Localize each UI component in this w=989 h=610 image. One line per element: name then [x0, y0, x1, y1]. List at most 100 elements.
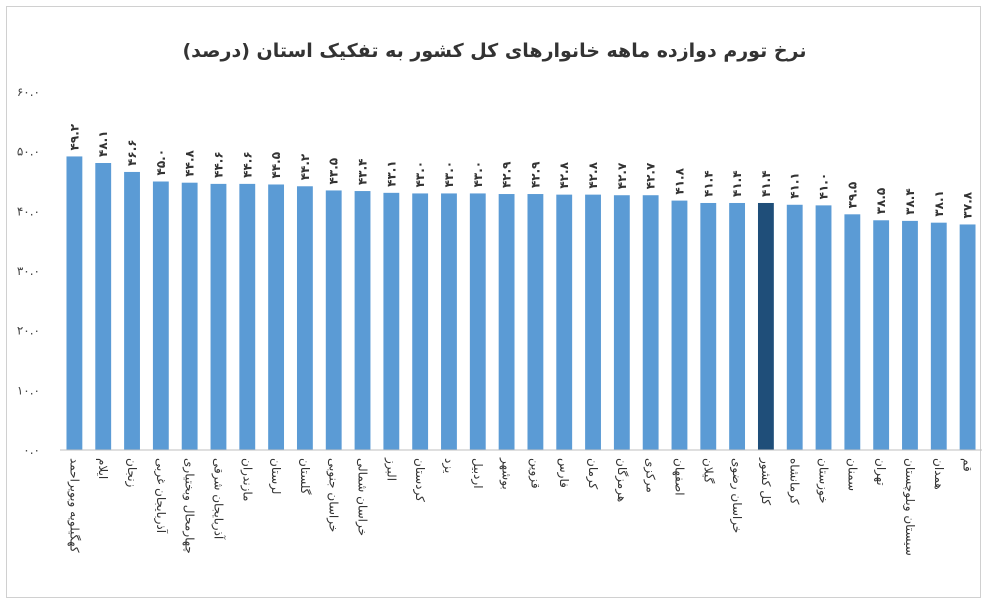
category-label: آذربایجان شرقی: [210, 458, 226, 540]
bar: [930, 222, 947, 450]
bar: [671, 200, 688, 450]
data-label: ۴۲.۹: [500, 161, 514, 188]
data-label: ۴۲.۸: [557, 161, 571, 188]
data-label: ۴۴.۶: [240, 151, 254, 178]
bar: [498, 194, 515, 450]
chart-title: نرخ تورم دوازده ماهه خانوارهای کل کشور ب…: [182, 40, 807, 62]
category-label: چهارمحال وبختیاری: [182, 458, 197, 554]
bar: [729, 202, 746, 450]
category-label: تهران: [873, 458, 888, 486]
y-tick-label: ۲۰.۰: [17, 324, 40, 338]
bar: [469, 193, 486, 450]
bar: [441, 193, 457, 450]
data-label: ۴۱.۰: [817, 173, 831, 200]
y-axis: ۰.۰ ۱۰.۰ ۲۰.۰ ۳۰.۰ ۴۰.۰ ۵۰.۰ ۶۰.۰: [17, 85, 40, 457]
data-label: ۳۸.۱: [932, 190, 946, 217]
category-label: کل کشور: [758, 457, 773, 505]
data-label: ۴۲.۷: [615, 162, 629, 189]
category-label: مازندران: [239, 458, 254, 501]
y-tick-label: ۱۰.۰: [17, 383, 40, 397]
data-label: ۴۹.۲: [67, 123, 81, 150]
y-tick-label: ۶۰.۰: [17, 85, 40, 99]
bar: [268, 184, 285, 450]
bar: [210, 183, 227, 451]
bar: [124, 171, 140, 450]
data-label: ۴۴.۸: [183, 149, 197, 176]
category-label: سمنان: [845, 458, 859, 491]
data-label: ۴۱.۴: [730, 170, 744, 197]
data-label: ۴۸.۱: [96, 130, 110, 157]
bar: [815, 205, 832, 450]
data-label: ۴۳.۰: [471, 161, 485, 188]
category-label: مرکزی: [643, 458, 658, 493]
data-label: ۳۷.۸: [961, 191, 975, 218]
bar: [844, 214, 861, 450]
data-label: ۴۲.۷: [644, 162, 658, 189]
bar: [181, 182, 198, 450]
y-tick-label: ۰.۰: [23, 443, 40, 457]
category-label: خوزستان: [816, 458, 831, 504]
bar: [239, 183, 256, 451]
bar: [66, 156, 83, 450]
data-labels: ۴۹.۲ ۴۸.۱ ۴۶.۶ ۴۵.۰ ۴۴.۸ ۴۴.۶ ۴۴.۶ ۴۴.۵ ۴۴.۲ ۴۳.۵…: [67, 123, 974, 218]
bar: [786, 204, 803, 450]
bar: [95, 163, 112, 450]
bar: [152, 181, 169, 450]
data-label: ۴۳.۴: [356, 159, 370, 186]
data-label: ۴۳.۵: [327, 158, 341, 185]
data-label: ۴۱.۴: [759, 170, 773, 197]
data-label: ۳۸.۵: [874, 188, 888, 215]
category-labels: کهگیلویه وبویراحمد ایلام زنجان آذربایجان غر…: [66, 457, 974, 556]
bar: [527, 194, 544, 450]
data-label: ۴۴.۶: [211, 151, 225, 178]
category-label: اصفهان: [672, 458, 686, 496]
category-label: زنجان: [124, 458, 139, 488]
data-label: ۴۵.۰: [154, 149, 168, 176]
y-tick-label: ۳۰.۰: [17, 264, 40, 278]
category-label: آذربایجان غربی: [153, 458, 169, 534]
category-label: گلستان: [298, 458, 312, 495]
category-label: خراسان رضوی: [729, 458, 744, 533]
bar: [585, 194, 601, 450]
category-label: سیستان وبلوچستان: [902, 458, 917, 556]
bar: [757, 202, 774, 450]
category-label: کردستان: [412, 458, 427, 502]
bar: [296, 186, 313, 451]
category-label: فارس: [556, 458, 571, 488]
data-label: ۳۹.۵: [845, 182, 859, 209]
bar: [700, 202, 717, 450]
data-label: ۴۳.۰: [442, 161, 456, 188]
bar: [873, 220, 890, 450]
category-label: ایلام: [96, 458, 110, 479]
bar: [613, 195, 630, 450]
bar: [325, 190, 342, 450]
category-label: کرمان: [585, 458, 600, 490]
data-label: ۴۲.۸: [586, 161, 600, 188]
data-label: ۴۳.۰: [413, 161, 427, 188]
category-label: خراسان شمالی: [355, 458, 370, 536]
data-label: ۴۴.۵: [269, 152, 283, 179]
category-label: لرستان: [268, 458, 283, 494]
y-tick-label: ۴۰.۰: [17, 204, 40, 218]
bar: [902, 220, 918, 450]
data-label: ۴۴.۲: [298, 153, 312, 180]
category-label: بوشهر: [499, 457, 514, 490]
data-label: ۳۸.۴: [903, 188, 917, 215]
category-label: البرز: [383, 457, 398, 481]
data-label: ۴۳.۱: [384, 160, 398, 187]
category-label: هرمزگان: [614, 458, 629, 502]
bars: [66, 156, 976, 451]
data-label: ۴۱.۱: [788, 172, 802, 199]
data-label: ۴۲.۹: [528, 161, 542, 188]
bar: [354, 191, 371, 450]
category-label: کرمانشاه: [787, 458, 802, 505]
data-label: ۴۶.۶: [125, 139, 139, 166]
bar: [959, 224, 976, 450]
category-label: خراسان جنوبی: [326, 458, 341, 532]
data-label: ۴۱.۴: [701, 170, 715, 197]
category-label: یزد: [441, 458, 456, 473]
data-label: ۴۱.۸: [672, 167, 686, 194]
category-label: گیلان: [701, 458, 715, 484]
y-tick-label: ۵۰.۰: [17, 145, 40, 159]
